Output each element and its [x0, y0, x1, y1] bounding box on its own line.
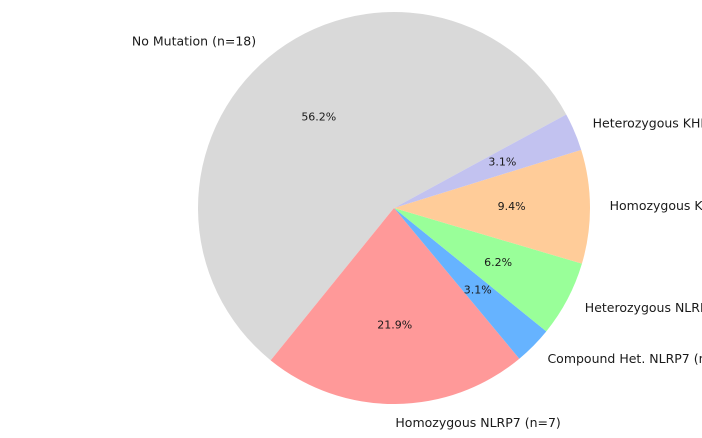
category-label: No Mutation (n=18) [132, 34, 256, 49]
percent-label: 56.2% [301, 111, 336, 124]
category-label: Compound Het. NLRP7 (n=1) [547, 351, 702, 366]
category-label: Homozygous NLRP7 (n=7) [395, 415, 560, 430]
pie-slice-heterozygous-nlrp7 [394, 208, 582, 332]
percent-label: 6.2% [484, 256, 512, 269]
pie-slice-homozygous-khdc3l [394, 149, 590, 264]
percent-label: 21.9% [377, 319, 412, 332]
pie-slice-compound-het-nlrp7 [394, 208, 547, 359]
percent-label: 9.4% [498, 200, 526, 213]
category-label: Homozygous KHDC3L (n=3) [610, 198, 702, 213]
pie-slice-no-mutation [197, 12, 567, 361]
percent-labels: 56.2% 21.9% 3.1% 6.2% 9.4% 3.1% [301, 111, 525, 332]
pie-slices [197, 12, 590, 404]
pie-slice-homozygous-nlrp7 [270, 208, 520, 404]
pie-slice-heterozygous-khdc3l [394, 114, 582, 208]
category-labels: No Mutation (n=18) Homozygous NLRP7 (n=7)… [132, 34, 702, 430]
category-label: Heterozygous NLRP7 (n=2) [585, 300, 702, 315]
percent-label: 3.1% [488, 155, 516, 168]
percent-label: 3.1% [464, 284, 492, 297]
category-label: Heterozygous KHDC3L (n=1) [593, 116, 702, 131]
